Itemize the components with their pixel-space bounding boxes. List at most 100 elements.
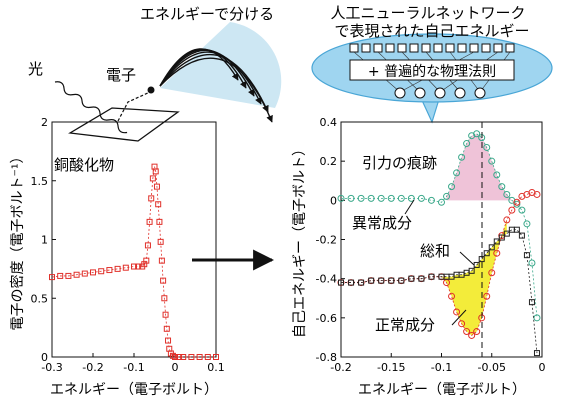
label-electron: 電子 [106,66,136,84]
chart2-point [503,230,510,237]
nn-output-circles [394,87,486,99]
chart2-point [513,226,520,233]
neural-network-bubble [311,33,553,124]
electron-path [117,91,151,122]
chart2-point [508,226,515,233]
chart2-ytick-label: 0.2 [320,155,338,168]
chart1-point [131,263,137,270]
chart2-point [337,194,345,202]
chart1-point [146,218,153,225]
chart2-point [533,350,540,357]
label-nn-line1: 人工ニューラルネットワーク [330,4,525,22]
chart1-point [157,238,164,245]
chart1-point [148,195,155,202]
chart1-ytick-label: 1 [41,234,48,247]
chart1-point [144,242,151,249]
chart1-xtick-label: 0 [172,361,179,374]
chart2-point [518,232,525,239]
chart1-ytick-label: 0 [41,351,48,364]
chart2-point [468,267,475,274]
label-normal: 正常成分 [375,316,435,334]
label-nn-line2: で表現された自己エネルギー [334,22,529,40]
chart2-series-line [341,133,538,318]
cuprate-sample-plate [68,107,180,142]
chart2-point [463,140,471,148]
chart2-point [473,328,481,336]
chart2: -0.2 -0.15 -0.1 -0.05 0 -0.8 -0.6 -0.4 -0.2 0 0.2 0… [292,116,546,398]
chart2-point [528,259,536,267]
chart2-ytick-label: -0.8 [316,351,337,364]
chart2-point [473,261,480,268]
chart1-point [204,354,211,360]
chart2-point [417,194,425,202]
chart2-point [518,206,526,214]
chart2-point [377,194,385,202]
chart1-point [81,270,88,277]
chart2-point [397,194,405,202]
chart1-xlabel: エネルギー（電子ボルト） [50,382,218,398]
chart2-point [453,169,461,177]
chart2-point [408,275,415,282]
chart1-point [162,311,169,318]
chart2-point [493,238,500,245]
chart2-point [533,190,541,198]
chart2-point [483,143,491,151]
chart1-point [165,337,172,344]
chart1-point [213,354,219,360]
chart1-point [158,257,165,264]
chart1-ylabel: 電子の密度（電子ボルト⁻¹） [9,149,26,330]
chart1-xtick-label: -0.2 [82,361,103,374]
chart2-point [448,183,456,191]
chart1-point [49,274,55,281]
chart1-point [90,269,96,276]
chart2-ytick-label: 0.4 [320,116,338,129]
chart1-point [143,257,150,264]
chart1-xtick-label: -0.3 [41,361,62,374]
chart1-point [57,272,64,279]
chart2-point [503,216,511,224]
chart1-point [155,201,162,208]
chart2-point [488,157,496,165]
chart1-point [172,354,178,360]
chart1-point [153,183,160,190]
chart2-point [498,234,505,241]
label-anomalous: 異常成分 [352,214,412,232]
chart2-point [387,194,395,202]
chart1-xtick-label: 0.1 [207,361,225,374]
chart1-point [152,168,159,175]
label-cuprate: 銅酸化物 [54,156,114,174]
chart2-point [498,183,506,191]
chart1-point [65,272,72,279]
nn-law-box [349,59,515,81]
chart2-point [483,292,491,300]
chart2-point [493,249,501,257]
energy-fan-arrows [159,48,273,123]
chart2-ytick-label: 0 [330,194,337,207]
chart1-point [163,325,170,332]
photoemission-illustration [54,22,282,142]
chart2-point [523,220,531,228]
label-sum: 総和 [420,242,450,260]
anomalous-pointer [404,199,415,215]
chart2-point [378,277,385,284]
chart1-point [122,264,129,271]
chart1-point [188,354,195,360]
chart1-point [73,271,80,278]
chart2-point [443,192,451,200]
chart1-series-line [51,166,216,358]
chart2-point [463,328,471,336]
chart2-point [468,331,476,339]
chart2-point [418,275,425,282]
chart1-point [176,354,183,360]
label-light: 光 [28,60,43,78]
chart2-xtick-label: -0.15 [377,361,405,374]
chart2-point [493,171,501,179]
chart2-point [508,206,516,214]
normal-pointer [451,309,467,326]
chart2-point [503,190,511,198]
chart2-point [338,279,344,286]
chart2-point [513,200,521,208]
electron-dot [147,86,155,94]
chart2-point [427,196,435,204]
